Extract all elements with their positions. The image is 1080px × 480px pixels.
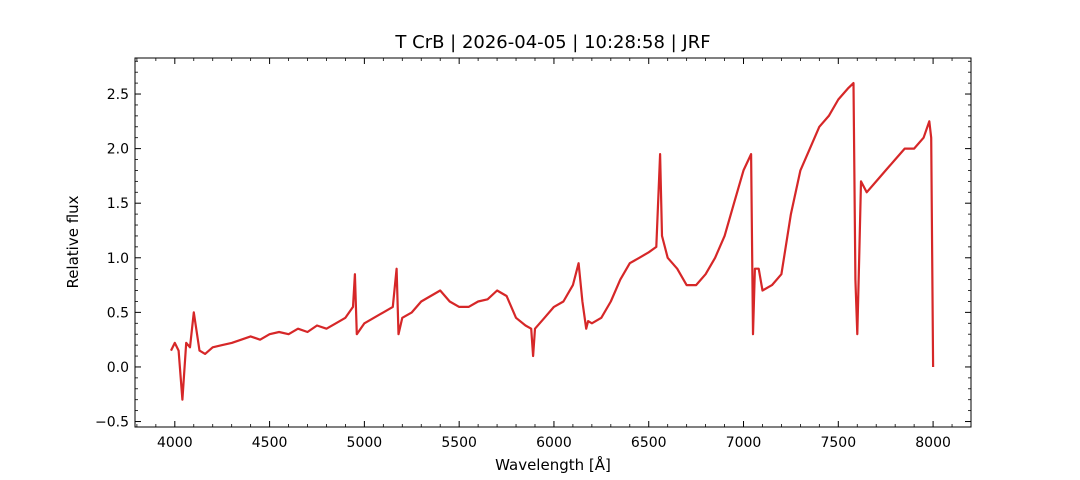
series-layer	[170, 82, 935, 401]
x-axis-label: Wavelength [Å]	[495, 455, 611, 474]
x-tick-label: 8000	[915, 435, 951, 451]
y-tick-label: 2.0	[107, 142, 129, 158]
x-tick-label: 5000	[347, 435, 383, 451]
chart-title: T CrB | 2026-04-05 | 10:28:58 | JRF	[394, 32, 710, 53]
x-tick-label: 7000	[726, 435, 762, 451]
y-axis-label: Relative flux	[64, 195, 82, 288]
x-tick-label: 4000	[157, 435, 193, 451]
x-tick-label: 5500	[441, 435, 477, 451]
y-tick-label: 1.5	[107, 196, 129, 212]
ticks-layer: 4000 4500 5000 5500 6000 6500 7000 7500 8000 −0.5…	[95, 58, 972, 451]
x-tick-label: 4500	[252, 435, 288, 451]
y-tick-label: 2.5	[107, 87, 129, 103]
spectrum-line	[170, 82, 935, 401]
x-tick-label: 6000	[536, 435, 572, 451]
y-tick-label: 0.0	[107, 360, 129, 376]
y-tick-label: 0.5	[107, 305, 129, 321]
x-tick-label: 7500	[820, 435, 856, 451]
plot-frame	[134, 57, 972, 428]
y-tick-label: −0.5	[95, 415, 129, 431]
y-tick-label: 1.0	[107, 251, 129, 267]
x-tick-label: 6500	[631, 435, 667, 451]
